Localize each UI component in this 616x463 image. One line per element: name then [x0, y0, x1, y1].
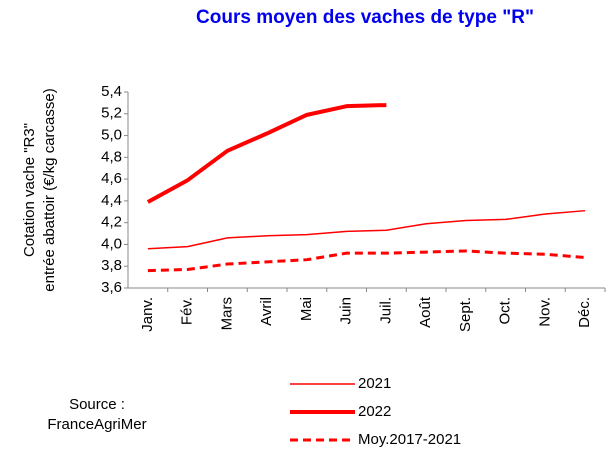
y-axis-label: Cotation vache "R3" [21, 123, 38, 257]
x-tick-label: Janv. [139, 297, 156, 332]
source: FranceAgriMer [47, 416, 146, 433]
y-tick-label: 3,8 [101, 257, 122, 274]
y-axis-label: entrée abattoir (€/kg carcasse) [41, 88, 58, 291]
x-tick-label: Oct. [497, 297, 514, 325]
y-tick-label: 3,6 [101, 279, 122, 296]
x-tick-label: Fév. [179, 297, 196, 325]
x-tick-label: Avril [258, 297, 275, 326]
y-tick-label: 4,6 [101, 170, 122, 187]
y-tick-label: 4,8 [101, 148, 122, 165]
y-tick-label: 4,2 [101, 214, 122, 231]
x-tick-label: Mars [218, 297, 235, 330]
x-tick-label: Juil. [377, 297, 394, 324]
source: Source : [69, 396, 125, 413]
x-tick-label: Sept. [457, 297, 474, 332]
y-tick-label: 5,0 [101, 127, 122, 144]
legend-label: 2022 [358, 403, 391, 420]
series-line [147, 209, 586, 250]
x-tick-label: Nov. [536, 297, 553, 327]
series-line [147, 249, 586, 273]
y-tick-label: 5,4 [101, 83, 122, 100]
x-tick-label: Mai [298, 297, 315, 321]
y-tick-label: 4,0 [101, 235, 122, 252]
y-tick-label: 4,4 [101, 192, 122, 209]
y-tick-label: 5,2 [101, 105, 122, 122]
chart-title: Cours moyen des vaches de type "R" [196, 7, 534, 28]
series-line [146, 103, 387, 204]
x-tick-label: Juin [338, 297, 355, 325]
legend-label: Moy.2017-2021 [358, 431, 461, 448]
legend-label: 2021 [358, 375, 391, 392]
x-tick-label: Août [417, 296, 434, 328]
x-tick-label: Déc. [576, 297, 593, 328]
